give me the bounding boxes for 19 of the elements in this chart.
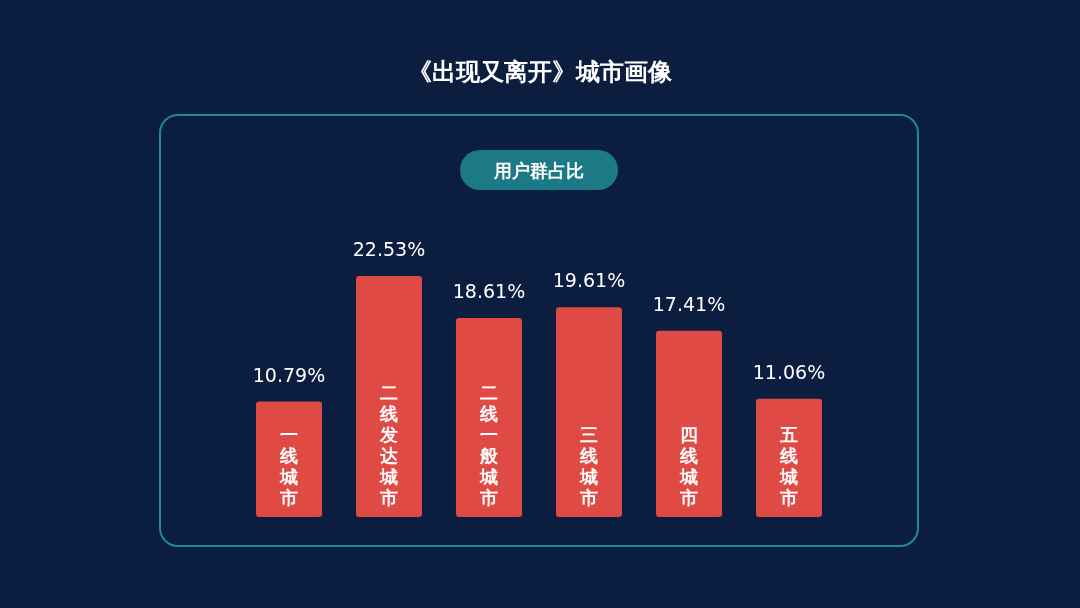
data-label: 17.41% bbox=[652, 292, 726, 315]
x-tick-label: 二线一般城市 bbox=[479, 382, 499, 508]
data-label: 11.06% bbox=[752, 360, 826, 383]
data-label: 18.61% bbox=[452, 279, 526, 302]
bar bbox=[456, 317, 522, 517]
bar bbox=[356, 276, 422, 517]
data-label: 19.61% bbox=[552, 269, 626, 292]
bar bbox=[656, 330, 722, 517]
bar bbox=[556, 307, 622, 517]
bar bbox=[256, 401, 322, 517]
x-tick-label: 一线城市 bbox=[279, 424, 298, 508]
x-tick-label: 四线城市 bbox=[679, 424, 698, 508]
x-tick-label: 三线城市 bbox=[579, 424, 598, 508]
chart-title: 《出现又离开》城市画像 bbox=[408, 58, 673, 86]
chart-subtitle: 用户群占比 bbox=[493, 160, 584, 181]
x-tick-label: 五线城市 bbox=[779, 424, 798, 508]
data-label: 22.53% bbox=[352, 238, 426, 260]
x-tick-label: 二线发达城市 bbox=[379, 382, 399, 508]
data-label: 10.79% bbox=[252, 363, 326, 386]
